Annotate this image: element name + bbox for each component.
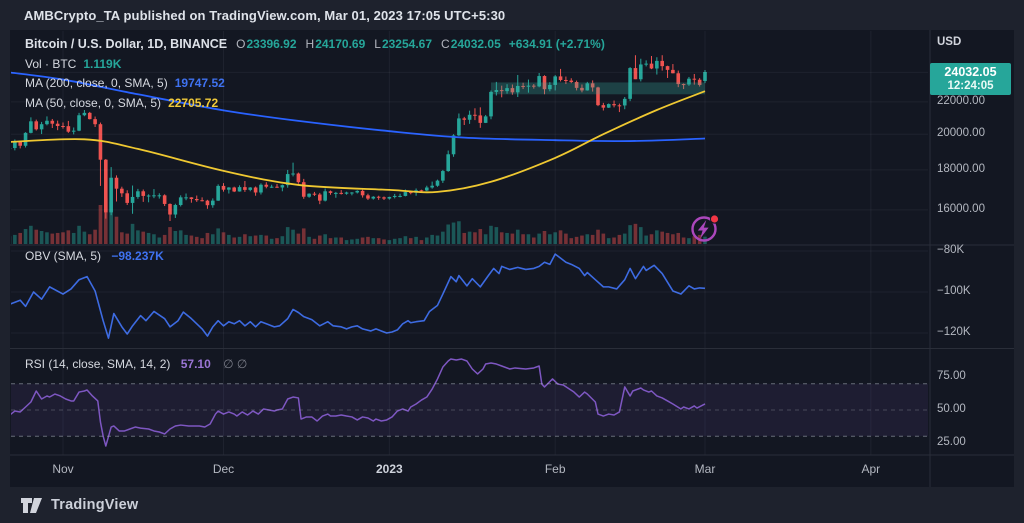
chart-widget[interactable]: Bitcoin / U.S. Dollar, 1D, BINANCE O 233… (10, 30, 1014, 487)
legend-ma200-row[interactable]: MA (200, close, 0, SMA, 5) 19747.52 (25, 75, 605, 91)
rsi-flags: ∅ ∅ (223, 357, 248, 371)
tradingview-brand[interactable]: TradingView (51, 497, 139, 513)
obv-tick-label: −100K (937, 285, 971, 297)
legend-volume-row[interactable]: Vol · BTC 1.119K (25, 56, 605, 72)
legend-rsi-row[interactable]: RSI (14, close, SMA, 14, 2) 57.10 ∅ ∅ (25, 357, 247, 371)
lightning-icon (697, 220, 709, 239)
legend-obv-row[interactable]: OBV (SMA, 5) −98.237K (25, 249, 164, 263)
obv-label: OBV (SMA, 5) (25, 249, 102, 263)
legend-symbol-row[interactable]: Bitcoin / U.S. Dollar, 1D, BINANCE O 233… (25, 36, 605, 52)
ma50-label: MA (50, close, 0, SMA, 5) (25, 95, 162, 110)
time-tick-label: Dec (212, 462, 235, 476)
change-value: +634.91 (+2.71%) (508, 37, 605, 51)
volume-label: Vol · BTC (25, 56, 77, 71)
time-tick-label: Mar (694, 462, 716, 476)
open-label: O (236, 37, 246, 51)
rsi-tick-label: 25.00 (937, 435, 966, 448)
time-tick-label: Apr (861, 462, 881, 476)
last-price: 24032.05 (944, 65, 997, 79)
legend-ma50-row[interactable]: MA (50, close, 0, SMA, 5) 22705.72 (25, 95, 605, 111)
obv-value: −98.237K (111, 249, 164, 263)
last-price-badge: 24032.05 12:24:05 (930, 63, 1011, 95)
rsi-tick-label: 75.00 (937, 370, 966, 383)
close-value: 24032.05 (450, 37, 501, 51)
ma50-value: 22705.72 (168, 95, 219, 110)
price-tick-label: 16000.00 (937, 202, 985, 215)
notification-dot (710, 215, 719, 223)
volume-value: 1.119K (83, 56, 122, 71)
publish-caption: AMBCrypto_TA published on TradingView.co… (24, 7, 506, 23)
low-label: L (374, 37, 381, 51)
currency-label: USD (937, 36, 962, 48)
close-label: C (441, 37, 450, 51)
ma200-value: 19747.52 (174, 76, 225, 90)
price-tick-label: 22000.00 (937, 94, 985, 107)
symbol-title: Bitcoin / U.S. Dollar, 1D, BINANCE (25, 37, 228, 51)
low-value: 23254.67 (381, 37, 433, 51)
open-value: 23396.92 (246, 37, 297, 51)
time-tick-label: Nov (52, 462, 74, 476)
high-label: H (305, 37, 315, 51)
tradingview-logo-icon[interactable] (20, 496, 44, 515)
rsi-value: 57.10 (180, 357, 211, 371)
high-value: 24170.69 (315, 37, 366, 51)
price-tick-label: 20000.00 (937, 127, 985, 140)
obv-tick-label: −80K (937, 244, 965, 256)
time-tick-label: 2023 (375, 462, 403, 476)
flash-ring-icon (691, 216, 717, 242)
obv-tick-label: −120K (937, 326, 971, 338)
publish-header: AMBCrypto_TA published on TradingView.co… (0, 0, 1024, 30)
rsi-label: RSI (14, close, SMA, 14, 2) (25, 357, 171, 371)
bar-countdown: 12:24:05 (947, 80, 994, 92)
footer-bar: TradingView (0, 487, 1024, 523)
rsi-tick-label: 50.00 (937, 403, 966, 415)
flash-boost-button[interactable] (686, 210, 724, 248)
chart-legend: Bitcoin / U.S. Dollar, 1D, BINANCE O 233… (25, 36, 605, 114)
ma200-label: MA (200, close, 0, SMA, 5) (25, 76, 168, 90)
price-tick-label: 18000.00 (937, 162, 985, 175)
time-tick-label: Feb (544, 462, 566, 476)
chart-canvas[interactable] (10, 30, 1014, 487)
